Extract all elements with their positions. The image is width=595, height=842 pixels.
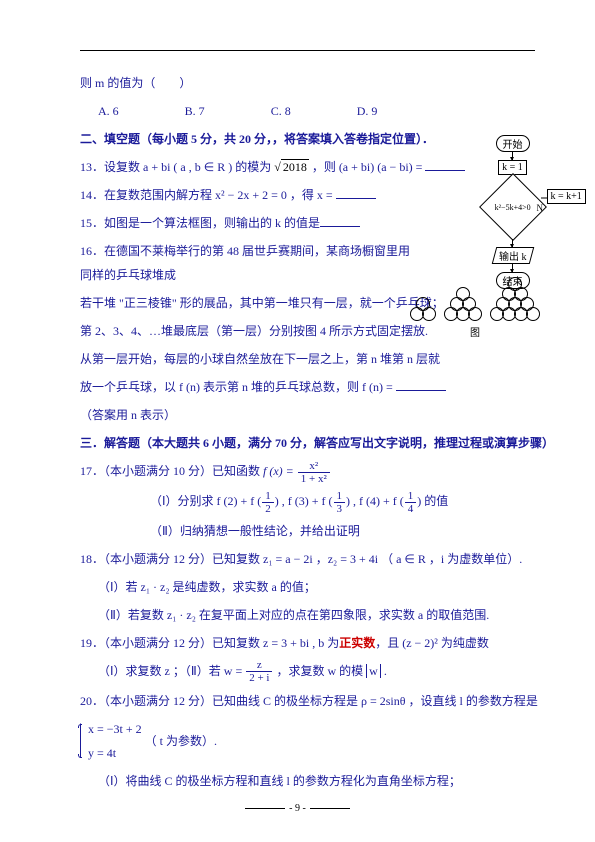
q18-head: 18．（本小题满分 12 分）已知复数 z₁ = a − 2i ，z₂ = 3 … xyxy=(80,547,535,571)
q17-p2: （Ⅱ）归纳猜想一般性结论，并给出证明 xyxy=(80,519,535,543)
q19-abs: w xyxy=(366,664,381,678)
top-rule xyxy=(80,50,535,51)
q19-p1: （Ⅰ）求复数 z ；（Ⅱ）若 w = z2 + i ，求复数 w 的模 w . xyxy=(80,659,535,685)
q16-l4: 从第一层开始，每层的小球自然垒放在下一层之上，第 n 堆第 n 层就 xyxy=(80,347,535,371)
pyramid-2 xyxy=(411,300,435,320)
q-top-stem: 则 m 的值为（ ） xyxy=(80,71,535,95)
q16-l6: （答案用 n 表示） xyxy=(80,403,535,427)
q16-l5-text: 放一个乒乓球，以 f (n) 表示第 n 堆的乒乓球总数，则 f (n) = xyxy=(80,380,396,394)
fc-output: 输出 k xyxy=(491,247,533,264)
q18-p2: （Ⅱ）若复数 z₁ · z₂ 在复平面上对应的点在第四象限，求实数 a 的取值范… xyxy=(80,603,535,627)
q17-p1: （Ⅰ）分别求 f (2) + f (12) , f (3) + f (13) ,… xyxy=(80,489,535,515)
q18-p1: （Ⅰ）若 z₁ · z₂ 是纯虚数，求实数 a 的值； xyxy=(80,575,535,599)
fc-increment: k = k+1 xyxy=(547,189,586,204)
q20-head: 20．（本小题满分 12 分）已知曲线 C 的极坐标方程是 ρ = 2sinθ … xyxy=(80,689,535,713)
q16-blank xyxy=(396,379,446,391)
pyramid-label: 图 xyxy=(395,324,555,339)
brace-icon xyxy=(80,723,81,758)
q15-text: 15．如图是一个算法框图，则输出的 k 的值是 xyxy=(80,216,320,230)
q16-l1: 16．在德国不莱梅举行的第 48 届世乒赛期间，某商场橱窗里用同样的乒乓球堆成 xyxy=(80,239,410,287)
pyramid-4 xyxy=(491,280,539,320)
q13-post: ，则 (a + bi) (a − bi) = xyxy=(309,160,426,174)
pyramid-3 xyxy=(445,290,481,320)
fc-start: 开始 xyxy=(496,135,530,152)
q14-text: 14．在复数范围内解方程 x² − 2x + 2 = 0 ，得 x = xyxy=(80,188,336,202)
opt-a: A. 6 xyxy=(98,104,119,118)
q20-eqs: x = −3t + 2 y = 4t （ t 为参数）. xyxy=(80,717,535,765)
q13-pre: 13．设复数 a + bi ( a , b ∈ R ) 的模为 xyxy=(80,160,274,174)
page-number: - 9 - xyxy=(289,803,306,814)
q20-param: （ t 为参数）. xyxy=(145,734,217,748)
q17-head: 17．（本小题满分 10 分）已知函数 f (x) = x²1 + x² xyxy=(80,459,535,485)
q17-frac: x²1 + x² xyxy=(298,460,330,485)
q17-fx: f (x) = xyxy=(263,464,297,478)
pyramid-figure: 图 xyxy=(395,280,555,339)
opt-b: B. 7 xyxy=(185,104,205,118)
q13-sqrt: 2018 xyxy=(281,159,309,174)
q15-blank xyxy=(320,215,360,227)
q20-eq2: y = 4t xyxy=(88,741,142,765)
q16-l5: 放一个乒乓球，以 f (n) 表示第 n 堆的乒乓球总数，则 f (n) = xyxy=(80,375,535,399)
q19-head2: ，且 (z − 2)² 为纯虚数 xyxy=(375,636,489,650)
section-3-heading: 三．解答题（本大题共 6 小题，满分 70 分，解答应写出文字说明，推理过程或演… xyxy=(80,431,535,455)
q20-eq1: x = −3t + 2 xyxy=(88,717,142,741)
q-top-options: A. 6 B. 7 C. 8 D. 9 xyxy=(80,99,535,123)
opt-d: D. 9 xyxy=(357,104,378,118)
page-footer: - 9 - xyxy=(0,803,595,814)
q17-head-text: 17．（本小题满分 10 分）已知函数 xyxy=(80,464,263,478)
q14-blank xyxy=(336,187,376,199)
q19-head-text: 19．（本小题满分 12 分）已知复数 z = 3 + bi , b 为 xyxy=(80,636,339,650)
q19-red: 正实数 xyxy=(339,636,375,650)
q19-head: 19．（本小题满分 12 分）已知复数 z = 3 + bi , b 为正实数，… xyxy=(80,631,535,655)
flowchart: 开始 k = 1 k²−5k+4>0 N k = k+1 Y 输出 k 结束 xyxy=(460,135,565,289)
q20-p1: （Ⅰ）将曲线 C 的极坐标方程和直线 l 的参数方程化为直角坐标方程； xyxy=(80,769,535,793)
fc-n-label: N xyxy=(537,203,544,213)
opt-c: C. 8 xyxy=(271,104,291,118)
